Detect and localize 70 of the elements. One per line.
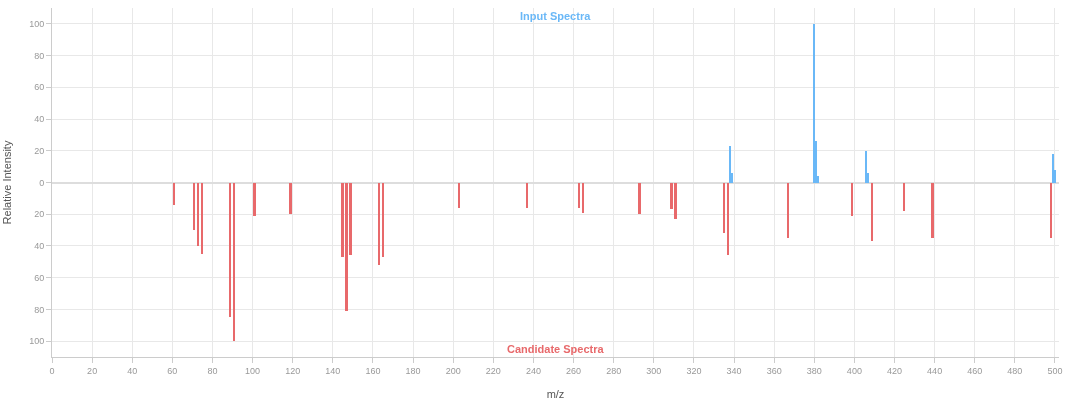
y-tick-label: 20 [34,145,45,156]
x-tick-label: 460 [967,365,983,376]
bar [931,183,934,238]
bar [729,146,731,183]
y-tick-label: 80 [34,304,45,315]
bar [851,183,853,216]
text: Candidate Spectra [507,343,605,355]
x-tick-label: 240 [525,365,541,376]
bar [193,183,195,230]
x-tick-label: 440 [927,365,943,376]
bar [674,183,677,219]
bar [903,183,905,211]
bar [1050,183,1052,238]
bar [345,183,348,311]
x-tick-label: 480 [1007,365,1023,376]
y-tick-label: 100 [29,19,45,30]
y-tick-label: 60 [34,272,45,283]
y-tick-label: 40 [34,114,45,125]
bar [458,183,460,208]
bar [229,183,231,317]
y-tick-label: 80 [34,50,45,61]
x-tick-label: 120 [285,365,301,376]
y-tick-label: 60 [34,82,45,93]
bar [1052,154,1054,183]
bar [526,183,528,208]
x-tick-label: 360 [766,365,782,376]
y-tick-label: 40 [34,241,45,252]
x-tick-label: 340 [726,365,742,376]
bar [289,183,292,214]
y-tick-label: 100 [29,336,45,347]
x-tick-label: 420 [886,365,903,376]
x-tick-label: 280 [606,365,622,376]
x-tick-label: 60 [167,365,178,376]
x-tick-label: 320 [686,365,702,376]
x-tick-label: 0 [49,365,55,376]
bar [173,183,175,205]
bar [727,183,729,255]
text: Input Spectra [520,10,592,22]
x-tick-label: 380 [806,365,822,376]
x-tick-label: 500 [1047,365,1063,376]
x-tick-label: 40 [127,365,138,376]
x-tick-label: 300 [646,365,662,376]
bar [813,24,815,183]
y-tick-label: 20 [34,209,45,220]
bar [582,183,584,213]
bar [865,151,867,183]
bar [382,183,384,257]
bar [378,183,380,265]
x-tick-label: 400 [846,365,862,376]
bar [197,183,199,246]
x-axis-title: m/z [546,388,565,400]
x-tick-label: 140 [325,365,341,376]
bar [787,183,789,238]
bar [578,183,580,208]
y-tick-label: 0 [39,177,45,188]
bar [723,183,725,233]
bar [871,183,873,241]
x-tick-label: 160 [365,365,381,376]
bar [201,183,203,254]
x-tick-label: 220 [485,365,501,376]
x-tick-label: 80 [207,365,218,376]
x-tick-label: 260 [566,365,582,376]
x-tick-label: 100 [245,365,261,376]
y-axis-title: Relative Intensity [0,140,13,225]
bar [233,183,235,341]
bar [253,183,256,216]
x-tick-label: 180 [405,365,421,376]
bar [638,183,641,214]
x-tick-label: 200 [445,365,461,376]
x-tick-label: 20 [87,365,98,376]
